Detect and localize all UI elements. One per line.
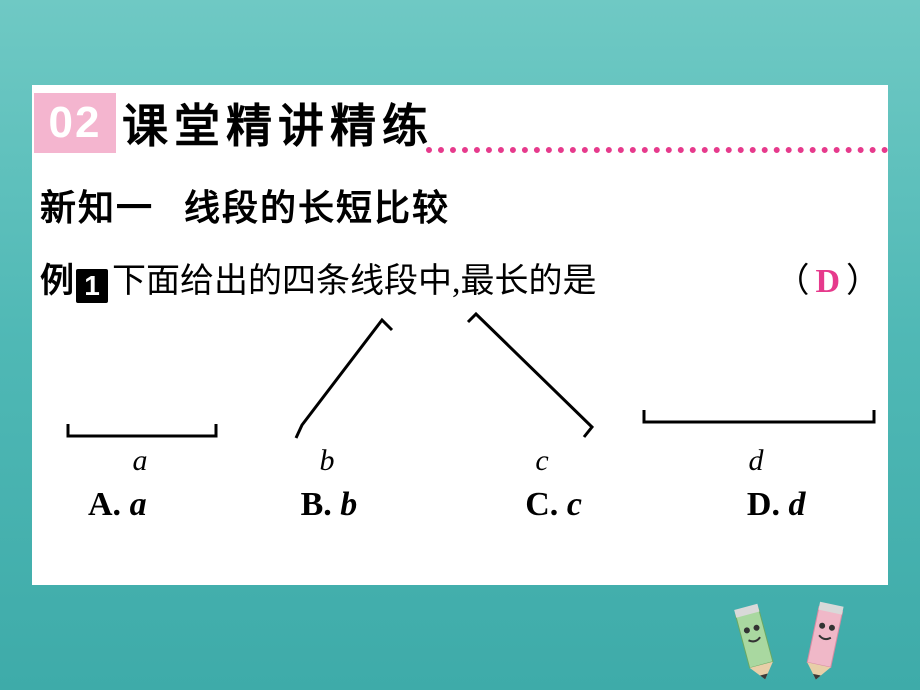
- paren-close: ）: [846, 263, 880, 300]
- pencils-decoration: [700, 580, 880, 680]
- example-label: 例: [40, 253, 74, 302]
- option-a-prefix: A.: [88, 486, 121, 523]
- segment-label-b: b: [320, 444, 335, 477]
- segment-label-a: a: [133, 444, 148, 477]
- answer-wrap: （D）: [775, 253, 880, 302]
- pencil-right: [804, 602, 843, 680]
- options-row: A. a B. b C. c D. d: [32, 486, 888, 524]
- option-d-prefix: D.: [747, 486, 780, 523]
- pencil-left: [734, 604, 777, 680]
- segments-svg: a b c d: [32, 310, 888, 480]
- option-d-var: d: [788, 486, 805, 523]
- example-number: 1: [76, 269, 108, 303]
- option-a: A. a: [88, 486, 147, 524]
- option-b: B. b: [301, 486, 358, 524]
- option-b-var: b: [340, 486, 357, 523]
- segment-d: [644, 410, 874, 422]
- header-dots: [426, 147, 888, 153]
- question-text: 下面给出的四条线段中,最长的是: [112, 253, 597, 302]
- option-d: D. d: [747, 486, 806, 524]
- answer-letter: D: [815, 263, 840, 300]
- segment-label-d: d: [749, 444, 765, 477]
- section-title: 课堂精讲精练: [122, 90, 434, 156]
- option-c-var: c: [567, 486, 582, 523]
- subheading: 新知一线段的长短比较: [40, 179, 888, 231]
- figure-area: a b c d: [32, 310, 888, 480]
- worksheet-page: 02 课堂精讲精练 新知一线段的长短比较 例 1 下面给出的四条线段中,最长的是…: [32, 85, 888, 585]
- paren-open: （: [775, 263, 809, 300]
- subheading-left: 新知一: [40, 187, 154, 228]
- segment-c: [468, 314, 592, 437]
- section-number-badge: 02: [34, 93, 116, 153]
- segment-b: [296, 320, 392, 438]
- question-row: 例 1 下面给出的四条线段中,最长的是 （D）: [40, 253, 888, 302]
- option-c: C. c: [525, 486, 582, 524]
- subheading-right: 线段的长短比较: [184, 187, 450, 228]
- option-a-var: a: [130, 486, 147, 523]
- segment-label-c: c: [535, 444, 548, 477]
- section-header: 02 课堂精讲精练: [32, 85, 888, 157]
- segment-a: [68, 424, 216, 436]
- option-b-prefix: B.: [301, 486, 332, 523]
- option-c-prefix: C.: [525, 486, 558, 523]
